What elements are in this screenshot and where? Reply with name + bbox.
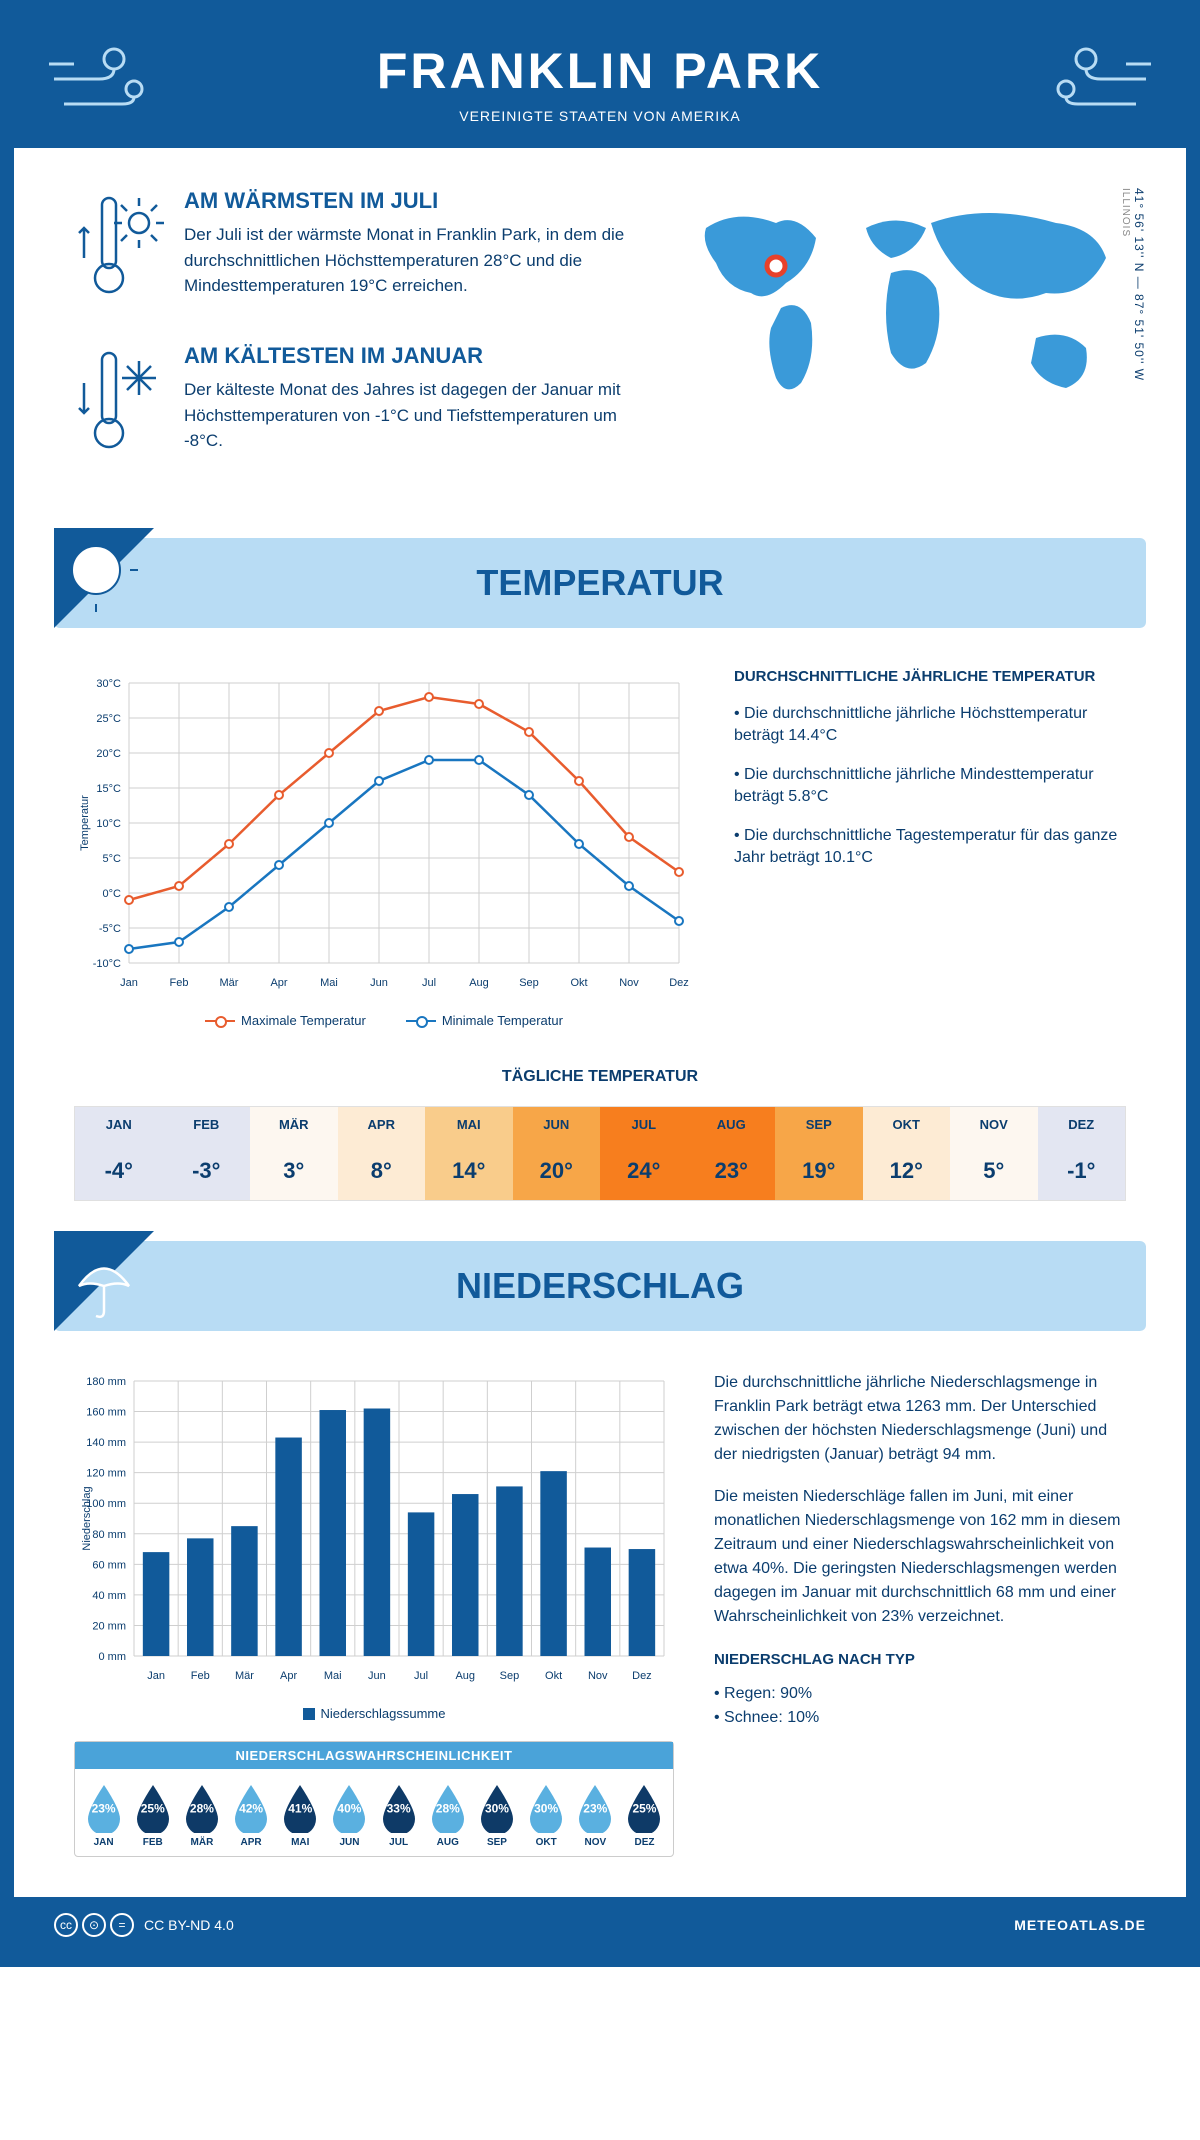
fact-coldest: AM KÄLTESTEN IM JANUAR Der kälteste Mona… [74, 343, 626, 468]
svg-text:Feb: Feb [170, 977, 189, 989]
svg-text:Mai: Mai [320, 977, 338, 989]
svg-text:0 mm: 0 mm [99, 1651, 127, 1663]
svg-text:Dez: Dez [669, 977, 689, 989]
thermometer-down-icon [74, 343, 164, 463]
temperature-line-chart: -10°C -5°C 0°C 5°C 10°C 15°C 20°C 25°C 30°C Jan Fe… [74, 668, 694, 998]
sun-icon [54, 528, 154, 628]
precip-by-type-title: NIEDERSCHLAG NACH TYP [714, 1649, 1126, 1672]
section-temperature: TEMPERATUR [54, 538, 1146, 628]
wind-icon [1036, 34, 1156, 114]
header: FRANKLIN PARK VEREINIGTE STAATEN VON AME… [14, 14, 1186, 148]
section-precipitation: NIEDERSCHLAG [54, 1241, 1146, 1331]
svg-text:140 mm: 140 mm [86, 1437, 126, 1449]
svg-text:120 mm: 120 mm [86, 1468, 126, 1480]
cc-icons: cc⊙= [54, 1913, 134, 1937]
svg-text:0°C: 0°C [103, 888, 122, 900]
svg-text:180 mm: 180 mm [86, 1376, 126, 1388]
fact-warmest: AM WÄRMSTEN IM JULI Der Juli ist der wär… [74, 188, 626, 313]
svg-text:Okt: Okt [570, 977, 587, 989]
world-map [666, 188, 1126, 428]
fact-warm-text: Der Juli ist der wärmste Monat in Frankl… [184, 222, 626, 299]
wind-icon [44, 34, 164, 114]
svg-text:Dez: Dez [632, 1670, 652, 1682]
temp-bullets: Die durchschnittliche jährliche Höchstte… [734, 703, 1126, 869]
precip-probability: NIEDERSCHLAGSWAHRSCHEINLICHKEIT 23%JAN25… [74, 1741, 674, 1857]
svg-text:60 mm: 60 mm [92, 1559, 126, 1571]
svg-text:5°C: 5°C [103, 853, 122, 865]
umbrella-icon [54, 1231, 154, 1331]
site-name: METEOATLAS.DE [1014, 1917, 1146, 1933]
svg-text:-10°C: -10°C [93, 958, 121, 970]
svg-text:Apr: Apr [280, 1670, 297, 1682]
fact-warm-title: AM WÄRMSTEN IM JULI [184, 188, 626, 214]
svg-text:Niederschlag: Niederschlag [81, 1486, 93, 1550]
svg-text:Aug: Aug [455, 1670, 475, 1682]
svg-text:Temperatur: Temperatur [79, 795, 91, 851]
svg-text:Sep: Sep [500, 1670, 520, 1682]
svg-text:15°C: 15°C [96, 783, 121, 795]
license-text: CC BY-ND 4.0 [144, 1917, 234, 1933]
svg-text:Jun: Jun [370, 977, 388, 989]
svg-text:80 mm: 80 mm [92, 1529, 126, 1541]
page-subtitle: VEREINIGTE STAATEN VON AMERIKA [14, 108, 1186, 124]
svg-text:Jul: Jul [422, 977, 436, 989]
daily-temp-title: TÄGLICHE TEMPERATUR [14, 1068, 1186, 1086]
svg-text:Sep: Sep [519, 977, 539, 989]
svg-text:30°C: 30°C [96, 678, 121, 690]
svg-text:Jan: Jan [147, 1670, 165, 1682]
svg-text:Okt: Okt [545, 1670, 562, 1682]
svg-text:Jul: Jul [414, 1670, 428, 1682]
svg-text:10°C: 10°C [96, 818, 121, 830]
fact-cold-title: AM KÄLTESTEN IM JANUAR [184, 343, 626, 369]
svg-text:-5°C: -5°C [99, 923, 121, 935]
svg-text:Mär: Mär [235, 1670, 254, 1682]
svg-text:Mär: Mär [220, 977, 239, 989]
footer: cc⊙= CC BY-ND 4.0 METEOATLAS.DE [14, 1897, 1186, 1953]
svg-text:Jun: Jun [368, 1670, 386, 1682]
svg-text:Apr: Apr [270, 977, 287, 989]
thermometer-up-icon [74, 188, 164, 308]
temp-legend: .legend-line[style*="e85c2e"]::before{bo… [74, 1013, 694, 1028]
svg-text:40 mm: 40 mm [92, 1590, 126, 1602]
precipitation-bar-chart: 0 mm20 mm40 mm60 mm80 mm100 mm120 mm140 … [74, 1371, 674, 1691]
svg-text:25°C: 25°C [96, 713, 121, 725]
svg-text:Nov: Nov [588, 1670, 608, 1682]
svg-text:20°C: 20°C [96, 748, 121, 760]
svg-text:Jan: Jan [120, 977, 138, 989]
fact-cold-text: Der kälteste Monat des Jahres ist dagege… [184, 377, 626, 454]
svg-text:Feb: Feb [191, 1670, 210, 1682]
temp-side-title: DURCHSCHNITTLICHE JÄHRLICHE TEMPERATUR [734, 668, 1126, 685]
precip-text-2: Die meisten Niederschläge fallen im Juni… [714, 1485, 1126, 1629]
coordinates: 41° 56' 13'' N — 87° 51' 50'' W ILLINOIS [1118, 188, 1146, 381]
svg-text:Mai: Mai [324, 1670, 342, 1682]
precip-legend: Niederschlagssumme [74, 1706, 674, 1721]
daily-temp-table: JAN-4°FEB-3°MÄR3°APR8°MAI14°JUN20°JUL24°… [74, 1106, 1126, 1201]
svg-text:160 mm: 160 mm [86, 1407, 126, 1419]
svg-text:Aug: Aug [469, 977, 489, 989]
page-title: FRANKLIN PARK [14, 42, 1186, 100]
precip-text-1: Die durchschnittliche jährliche Niedersc… [714, 1371, 1126, 1467]
svg-text:20 mm: 20 mm [92, 1620, 126, 1632]
svg-text:Nov: Nov [619, 977, 639, 989]
precip-by-type: Regen: 90%Schnee: 10% [714, 1682, 1126, 1730]
